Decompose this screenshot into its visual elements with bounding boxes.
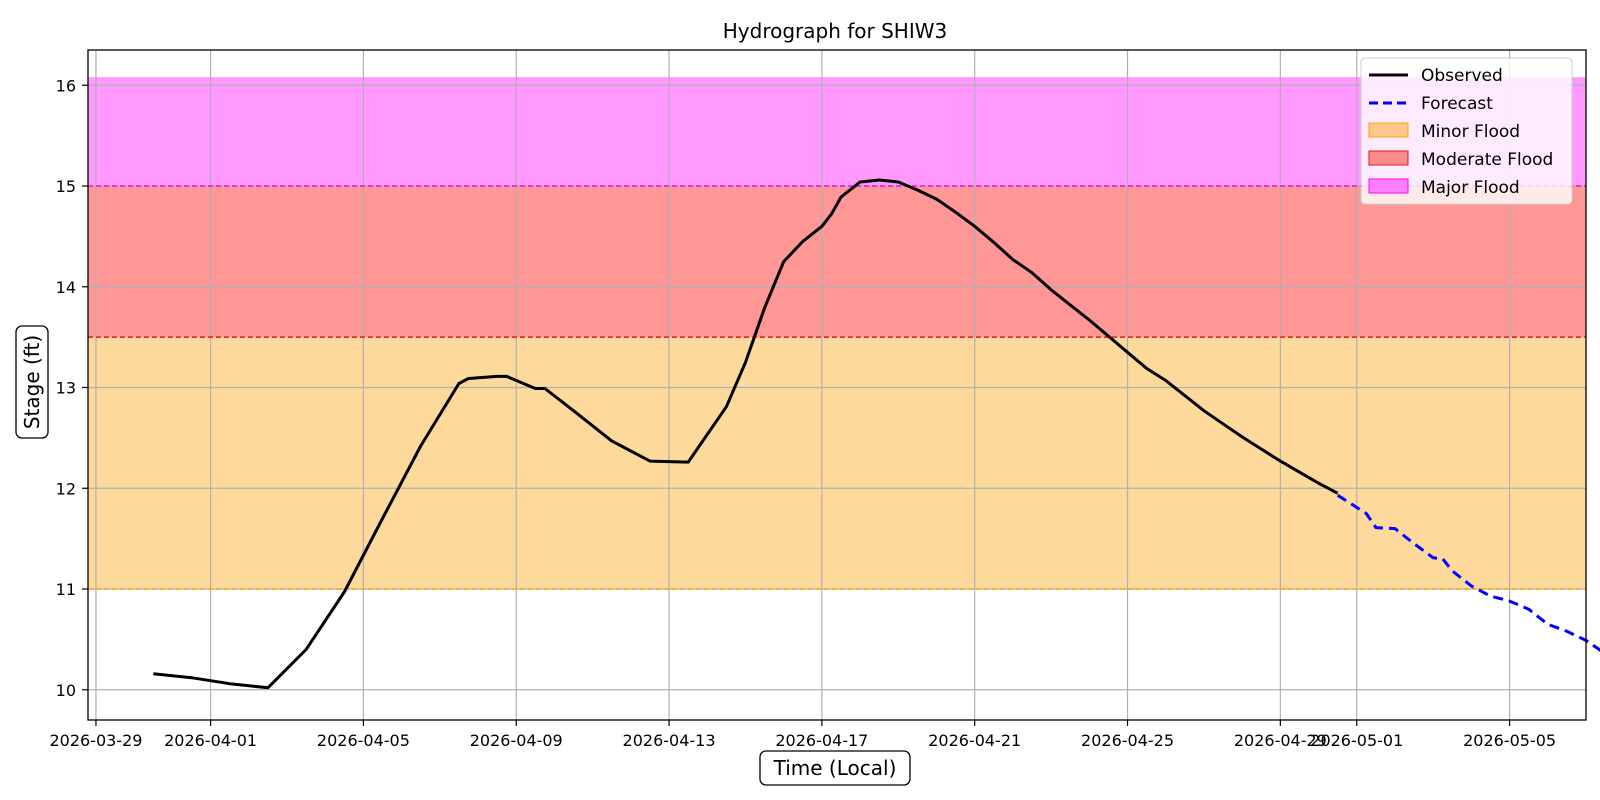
legend-swatch-major-flood bbox=[1368, 178, 1409, 194]
flood-bands bbox=[88, 77, 1586, 590]
y-tick-label: 14 bbox=[56, 278, 76, 297]
legend-label-moderate-flood: Moderate Flood bbox=[1421, 150, 1553, 170]
y-tick-label: 11 bbox=[56, 580, 76, 599]
legend: Observed Forecast Minor Flood Moderate F… bbox=[1360, 57, 1573, 205]
x-tick-label: 2026-04-21 bbox=[928, 731, 1021, 750]
y-tick-label: 10 bbox=[56, 681, 76, 700]
flood-band-minor-flood bbox=[88, 337, 1586, 590]
x-tick-label: 2026-04-09 bbox=[470, 731, 563, 750]
x-tick-label: 2026-05-01 bbox=[1310, 731, 1403, 750]
y-axis-title: Stage (ft) bbox=[15, 325, 49, 439]
legend-label-observed: Observed bbox=[1421, 66, 1503, 86]
series-line-forecast bbox=[1336, 494, 1600, 652]
legend-label-forecast: Forecast bbox=[1421, 94, 1493, 114]
x-tick-label: 2026-04-29 bbox=[1234, 731, 1327, 750]
x-tick-label: 2026-04-13 bbox=[623, 731, 716, 750]
x-tick-label: 2026-04-01 bbox=[164, 731, 257, 750]
y-tick-label: 16 bbox=[56, 76, 76, 95]
series-lines bbox=[153, 178, 1600, 690]
y-tick-label: 12 bbox=[56, 479, 76, 498]
y-tick-label: 13 bbox=[56, 379, 76, 398]
legend-swatch-moderate-flood bbox=[1368, 150, 1409, 166]
y-axis-ticks: 10 11 12 13 14 15 16 bbox=[56, 76, 88, 700]
legend-label-minor-flood: Minor Flood bbox=[1421, 122, 1520, 142]
threshold-lines bbox=[88, 185, 1586, 590]
flood-band-major-flood bbox=[88, 77, 1586, 187]
chart-title: Hydrograph for SHIW3 bbox=[723, 19, 947, 43]
x-axis-title: Time (Local) bbox=[759, 750, 911, 786]
x-tick-label: 2026-04-17 bbox=[775, 731, 868, 750]
y-tick-label: 15 bbox=[56, 177, 76, 196]
series-line-observed bbox=[153, 178, 1339, 690]
y-axis-label: Stage (ft) bbox=[20, 335, 44, 429]
x-axis-ticks: 2026-03-29 2026-04-01 2026-04-05 2026-04-09… bbox=[49, 720, 1556, 750]
plot-frame bbox=[87, 49, 1587, 721]
legend-label-major-flood: Major Flood bbox=[1421, 178, 1520, 198]
x-tick-label: 2026-04-25 bbox=[1081, 731, 1174, 750]
x-tick-label: 2026-05-05 bbox=[1463, 731, 1556, 750]
x-axis-label: Time (Local) bbox=[773, 756, 897, 780]
legend-swatch-minor-flood bbox=[1368, 122, 1409, 138]
x-tick-label: 2026-04-05 bbox=[317, 731, 410, 750]
flood-band-moderate-flood bbox=[88, 186, 1586, 338]
x-tick-label: 2026-03-29 bbox=[49, 731, 142, 750]
